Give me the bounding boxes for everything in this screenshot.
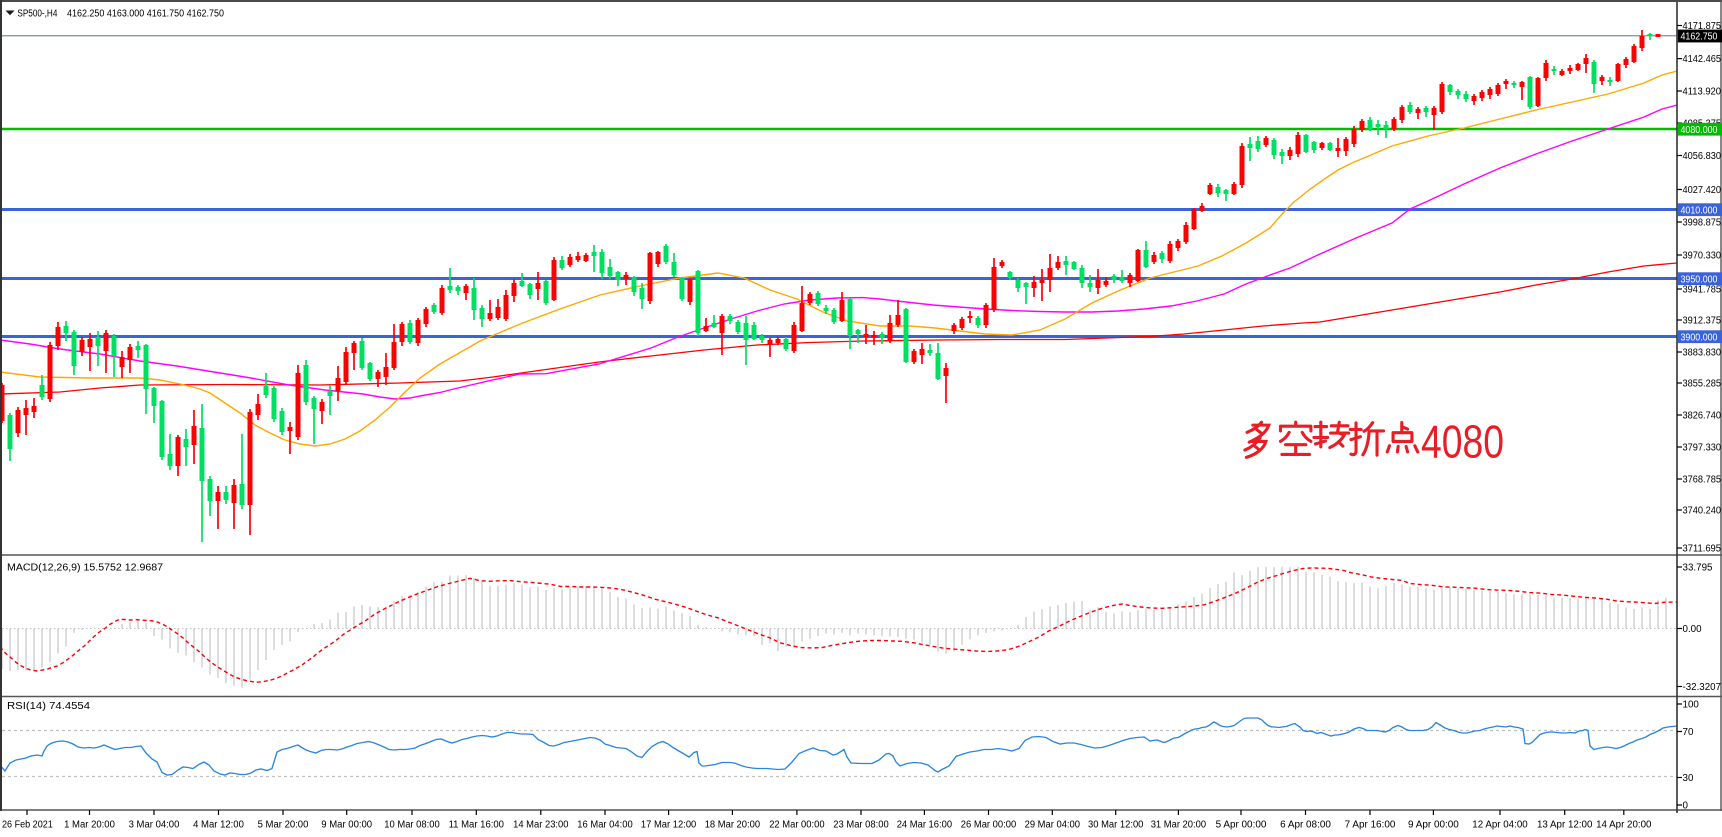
svg-text:4027.420: 4027.420 — [1683, 185, 1722, 196]
svg-text:3970.330: 3970.330 — [1683, 251, 1722, 262]
svg-text:11 Mar 16:00: 11 Mar 16:00 — [449, 820, 505, 831]
svg-text:3941.785: 3941.785 — [1683, 285, 1722, 296]
svg-text:10 Mar 08:00: 10 Mar 08:00 — [384, 820, 440, 831]
svg-text:18 Mar 20:00: 18 Mar 20:00 — [705, 820, 761, 831]
svg-text:26 Mar 00:00: 26 Mar 00:00 — [961, 820, 1017, 831]
svg-text:4 Mar 12:00: 4 Mar 12:00 — [193, 820, 244, 831]
svg-text:30: 30 — [1683, 773, 1694, 784]
svg-text:29 Mar 04:00: 29 Mar 04:00 — [1025, 820, 1081, 831]
svg-text:7 Apr 16:00: 7 Apr 16:00 — [1345, 820, 1396, 831]
svg-text:MACD(12,26,9) 15.5752 12.9687: MACD(12,26,9) 15.5752 12.9687 — [7, 563, 163, 574]
svg-text:SP500-,H4: SP500-,H4 — [17, 9, 57, 20]
svg-text:22 Mar 00:00: 22 Mar 00:00 — [769, 820, 825, 831]
svg-text:4162.250 4163.000 4161.750 416: 4162.250 4163.000 4161.750 4162.750 — [67, 9, 224, 20]
svg-text:4056.830: 4056.830 — [1683, 151, 1722, 162]
svg-text:23 Mar 08:00: 23 Mar 08:00 — [833, 820, 889, 831]
svg-text:30 Mar 12:00: 30 Mar 12:00 — [1088, 820, 1144, 831]
svg-text:3826.740: 3826.740 — [1683, 411, 1722, 422]
svg-text:4171.875: 4171.875 — [1683, 21, 1722, 32]
svg-text:9 Apr 00:00: 9 Apr 00:00 — [1408, 820, 1459, 831]
svg-text:24 Mar 16:00: 24 Mar 16:00 — [897, 820, 953, 831]
svg-text:26 Feb 2021: 26 Feb 2021 — [2, 820, 53, 831]
svg-text:14 Mar 23:00: 14 Mar 23:00 — [513, 820, 569, 831]
svg-text:0: 0 — [1683, 801, 1689, 812]
svg-text:16 Mar 04:00: 16 Mar 04:00 — [577, 820, 633, 831]
svg-text:4080.000: 4080.000 — [1681, 125, 1718, 136]
svg-text:1 Mar 20:00: 1 Mar 20:00 — [64, 820, 115, 831]
svg-text:33.795: 33.795 — [1683, 563, 1714, 574]
svg-text:3998.875: 3998.875 — [1683, 218, 1722, 229]
svg-text:3883.830: 3883.830 — [1683, 348, 1722, 359]
svg-text:0.00: 0.00 — [1683, 624, 1703, 635]
svg-text:9 Mar 00:00: 9 Mar 00:00 — [321, 820, 372, 831]
svg-text:4080: 4080 — [1421, 416, 1504, 468]
svg-text:3797.330: 3797.330 — [1683, 443, 1722, 454]
svg-text:4142.465: 4142.465 — [1683, 54, 1722, 65]
svg-text:3 Mar 04:00: 3 Mar 04:00 — [129, 820, 180, 831]
svg-text:4162.750: 4162.750 — [1681, 32, 1718, 43]
svg-text:6 Apr 08:00: 6 Apr 08:00 — [1280, 820, 1331, 831]
svg-text:3768.785: 3768.785 — [1683, 475, 1722, 486]
svg-text:5 Mar 20:00: 5 Mar 20:00 — [258, 820, 309, 831]
svg-text:100: 100 — [1683, 700, 1700, 711]
svg-text:3855.285: 3855.285 — [1683, 379, 1722, 390]
svg-text:RSI(14) 74.4554: RSI(14) 74.4554 — [7, 701, 91, 712]
svg-text:70: 70 — [1683, 727, 1694, 738]
svg-text:3711.695: 3711.695 — [1683, 544, 1722, 555]
svg-text:14 Apr 20:00: 14 Apr 20:00 — [1596, 820, 1652, 831]
svg-text:-32.3207: -32.3207 — [1683, 682, 1722, 693]
svg-text:17 Mar 12:00: 17 Mar 12:00 — [641, 820, 697, 831]
svg-text:4113.920: 4113.920 — [1683, 87, 1722, 98]
svg-text:3900.000: 3900.000 — [1681, 332, 1718, 343]
svg-text:3912.375: 3912.375 — [1683, 316, 1722, 327]
svg-text:3740.240: 3740.240 — [1683, 506, 1722, 517]
svg-text:4010.000: 4010.000 — [1681, 205, 1718, 216]
svg-text:13 Apr 12:00: 13 Apr 12:00 — [1537, 820, 1593, 831]
svg-text:31 Mar 20:00: 31 Mar 20:00 — [1151, 820, 1207, 831]
svg-text:5 Apr 00:00: 5 Apr 00:00 — [1216, 820, 1267, 831]
svg-text:12 Apr 04:00: 12 Apr 04:00 — [1472, 820, 1528, 831]
svg-text:3950.000: 3950.000 — [1681, 274, 1718, 285]
